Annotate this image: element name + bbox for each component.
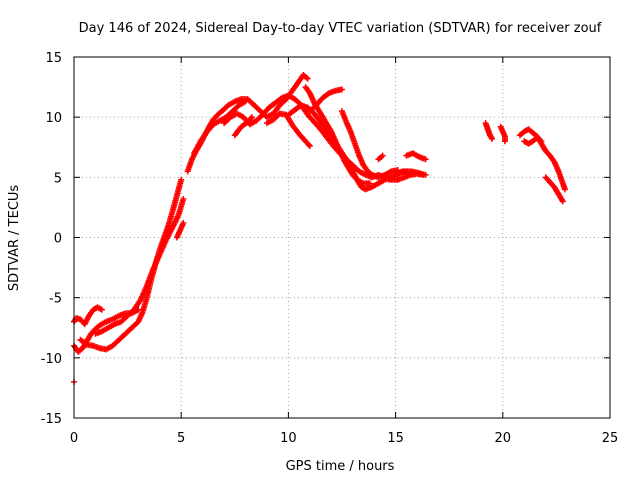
chart-title: Day 146 of 2024, Sidereal Day-to-day VTE… [79,21,602,36]
data-point [561,186,568,193]
y-tick-labels: -15 -10 -5 0 5 10 15 [41,51,62,427]
y-tick-label: -10 [41,352,62,367]
x-tick-label: 25 [602,431,619,446]
x-tick-label: 15 [387,431,404,446]
x-tick-label: 0 [70,431,78,446]
y-tick-label: 5 [54,171,62,186]
series-arc-19 [482,120,496,142]
series-arc-16 [375,152,386,163]
series-arc-18 [403,150,429,163]
series-arc-15 [339,108,401,181]
series-arc-1 [71,304,105,328]
data-marks [71,72,568,385]
x-tick-labels: 0 5 10 15 20 25 [70,431,618,446]
x-tick-label: 10 [280,431,297,446]
data-point [501,138,508,145]
data-point [405,169,412,176]
series-arc-3 [77,176,185,353]
data-point [98,306,105,313]
data-point [559,198,566,205]
data-point [339,86,345,93]
data-point [180,195,187,202]
data-point [538,138,545,145]
axis-ticks [73,56,611,419]
series-arc-20 [497,123,508,145]
series-arc-11 [263,110,313,150]
y-tick-label: 0 [54,232,62,247]
y-tick-label: -15 [41,412,62,427]
data-point [366,180,373,187]
x-axis-title: GPS time / hours [286,459,395,474]
data-point [422,171,429,178]
series-arc-17 [386,168,412,183]
y-tick-label: 15 [45,51,62,66]
series-arc-14 [306,86,345,115]
y-tick-label: 10 [45,111,62,126]
y-tick-label: -5 [49,292,62,307]
data-point [247,115,254,122]
x-tick-label: 5 [177,431,185,446]
series-arc-10 [231,114,255,139]
data-point [178,176,185,183]
series-arc-23 [542,174,566,205]
series-arc-21 [516,126,568,193]
data-point [304,75,311,82]
x-tick-label: 20 [495,431,512,446]
data-point [379,152,386,159]
series-arc-4 [92,195,187,337]
y-axis-title: SDTVAR / TECUs [7,185,22,292]
data-point [180,220,187,227]
data-point [306,143,313,150]
data-point [489,135,496,142]
data-point [242,98,249,105]
data-point [248,114,255,121]
data-point [305,141,312,148]
series-arc-5 [173,220,187,241]
data-point [422,156,429,163]
series-arc-22 [521,134,545,147]
